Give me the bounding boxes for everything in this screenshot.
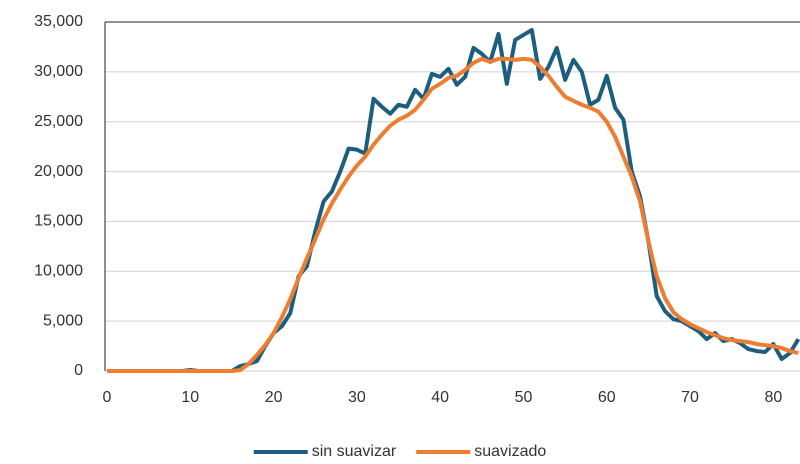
y-tick-label: 30,000 (34, 63, 83, 80)
x-tick-label: 80 (764, 389, 782, 406)
x-tick-label: 30 (348, 389, 366, 406)
y-tick-label: 20,000 (34, 163, 83, 180)
data-line (107, 56, 799, 373)
y-tick-label: 0 (74, 362, 83, 379)
x-tick-label: 70 (681, 389, 699, 406)
x-tick-label: 60 (598, 389, 616, 406)
y-tick-label: 15,000 (34, 213, 83, 230)
y-tick-label: 10,000 (34, 263, 83, 280)
x-tick-label: 0 (103, 389, 112, 406)
x-tick-label: 20 (265, 389, 283, 406)
data-line (107, 27, 800, 373)
legend-label: suavizado (474, 443, 546, 460)
x-tick-label: 10 (181, 389, 199, 406)
x-tick-label: 50 (515, 389, 533, 406)
y-tick-label: 5,000 (43, 312, 83, 329)
x-tick-label: 40 (431, 389, 449, 406)
y-tick-label: 35,000 (34, 13, 83, 30)
legend-label: sin suavizar (312, 443, 397, 460)
y-tick-label: 25,000 (34, 113, 83, 130)
